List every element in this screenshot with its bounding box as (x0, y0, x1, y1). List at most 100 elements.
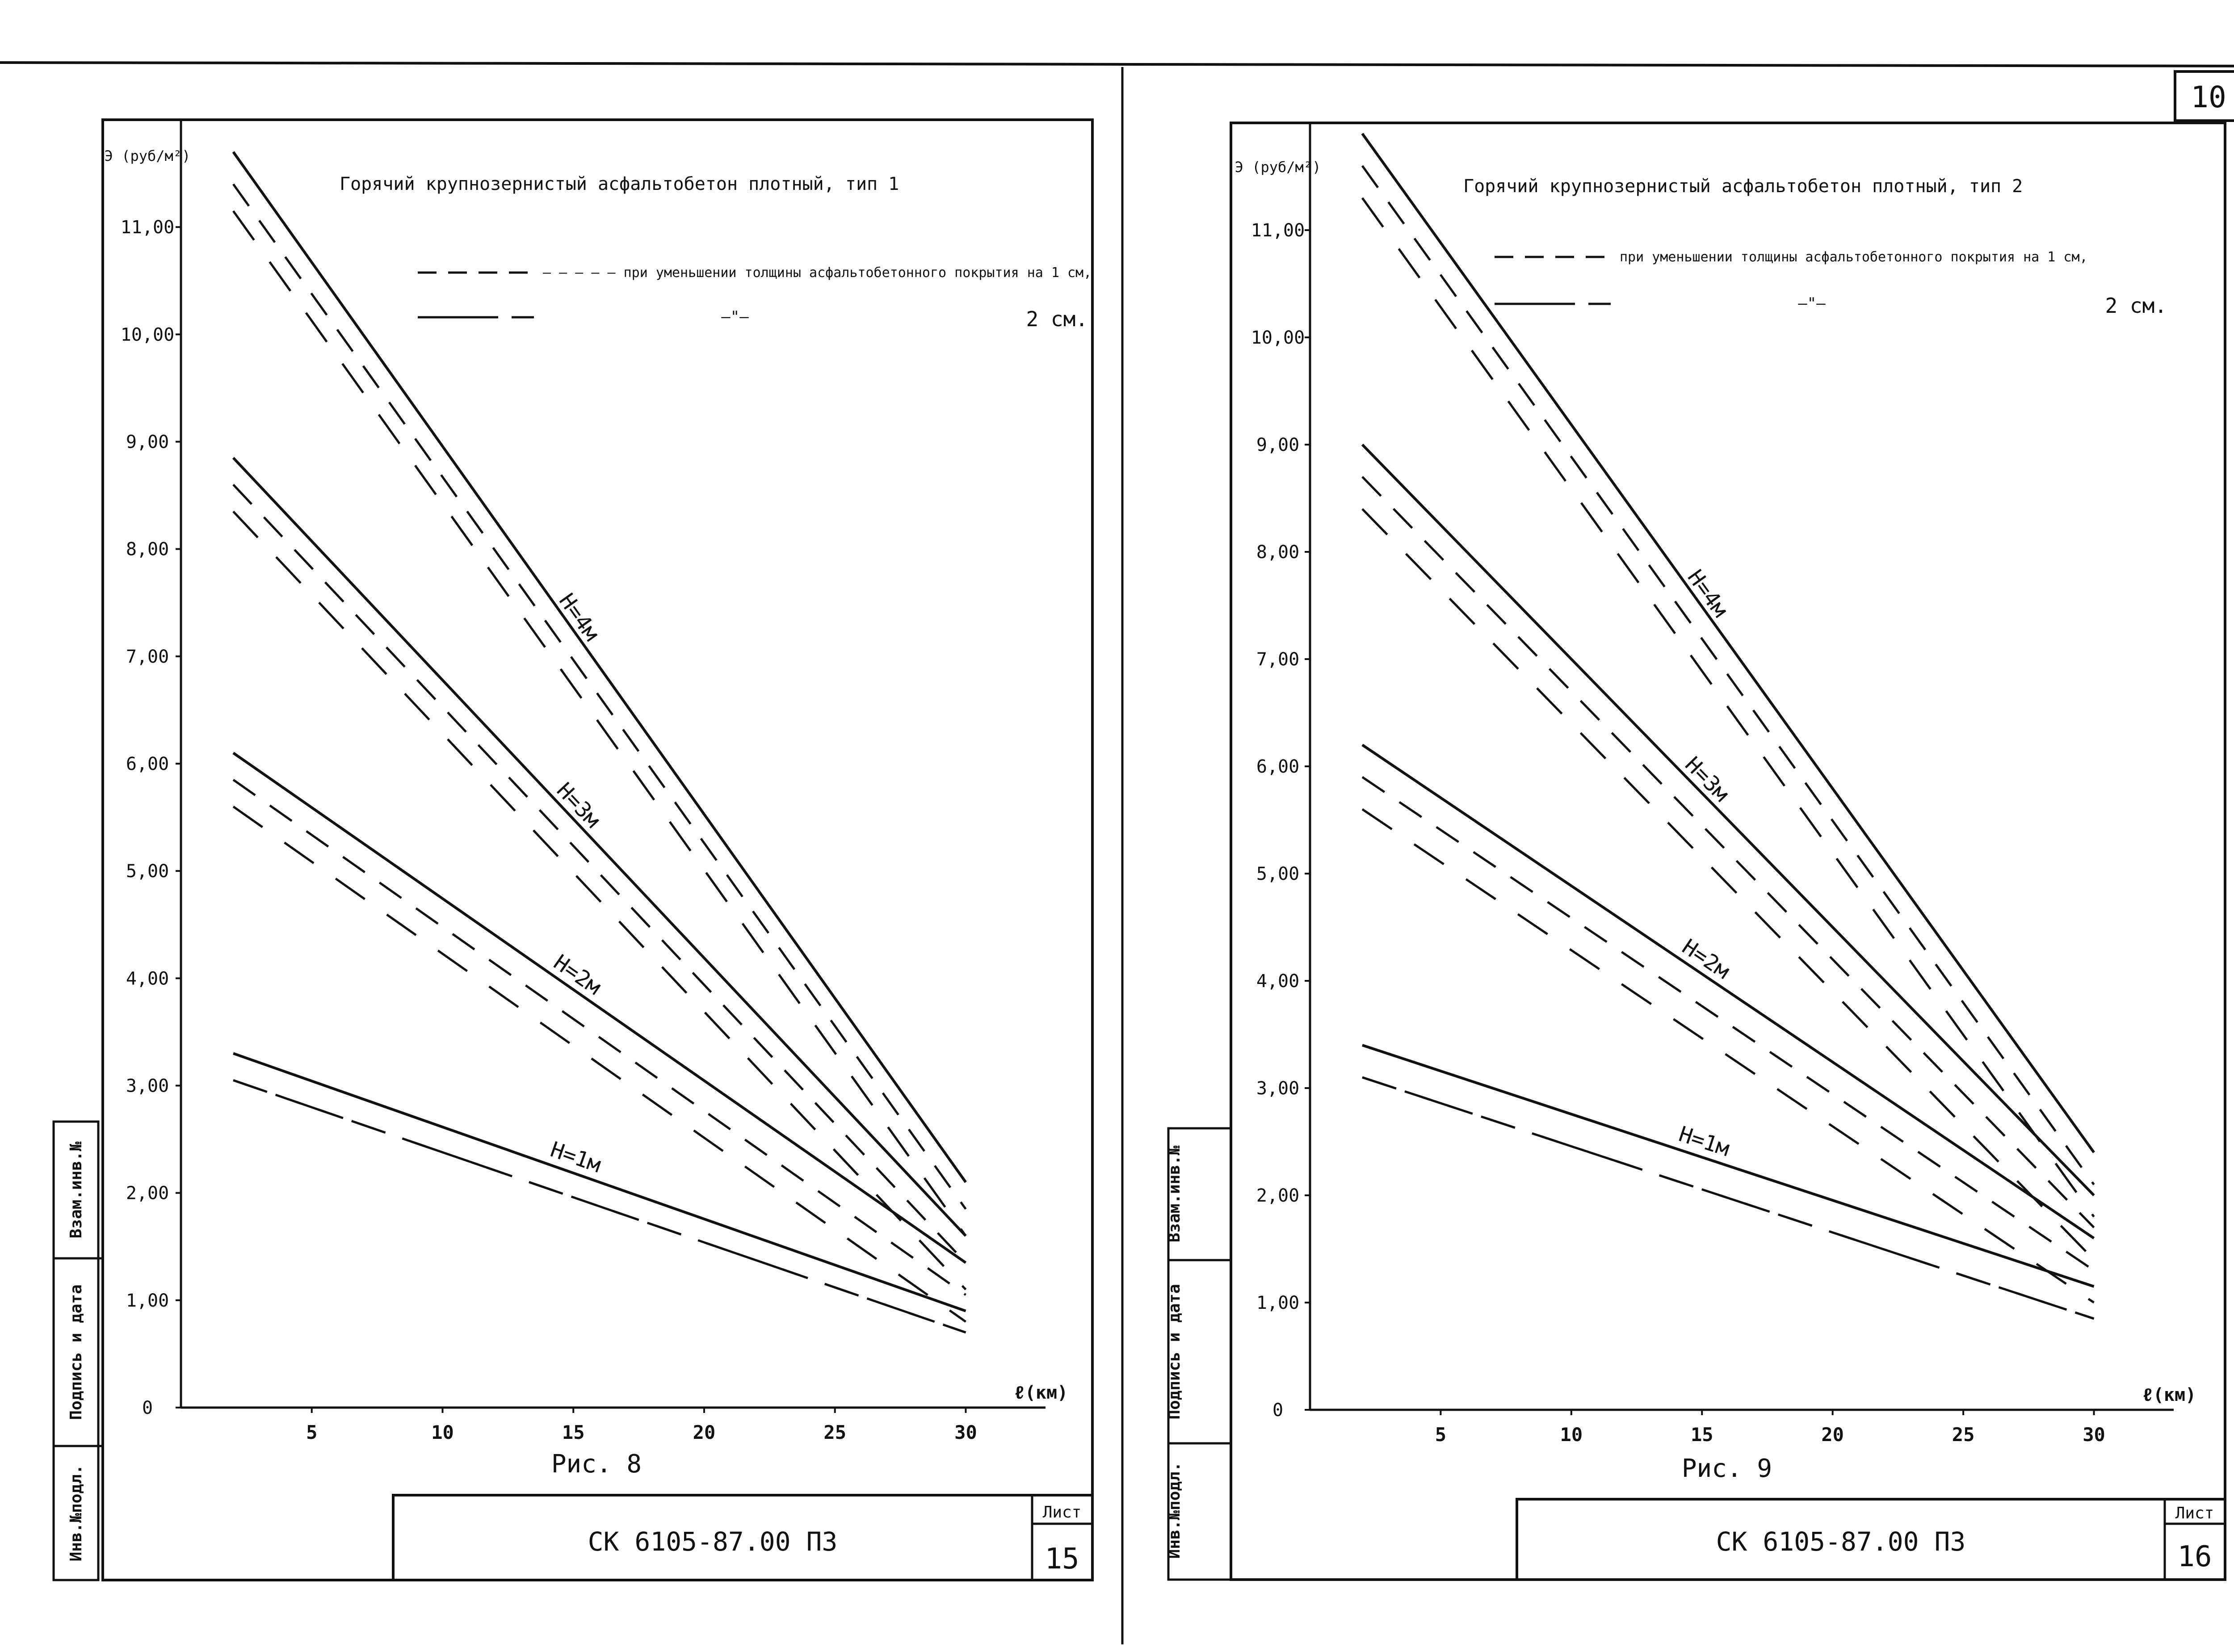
legend-ditto: —"— (721, 308, 749, 326)
series-label: H=1м (547, 1137, 605, 1177)
series-line-dashed (232, 483, 967, 1264)
stamp-podpis: Подпись и дата (1165, 1284, 1184, 1419)
series-line-dashed (1361, 197, 2095, 1218)
series-line-dashed (232, 806, 966, 1323)
sheet-label: Лист (2175, 1504, 2214, 1522)
y-tick-label: 9,00 (126, 432, 169, 453)
series-label: H=4м (554, 589, 605, 646)
legend-text-1cm: — — — — – при уменьшении толщины асфальт… (543, 265, 1092, 281)
y-tick-label: 4,00 (126, 968, 169, 989)
top-rule (0, 61, 2234, 67)
frame (1230, 122, 2226, 1581)
y-tick-label: 5,00 (1256, 864, 1299, 884)
legend-text-2cm: 2 см. (2105, 294, 2167, 318)
chart-plot: 0 1,00 2,00 3,00 4,00 5,00 6,00 7,00 8,00 9,00 10,… (1235, 123, 2196, 1446)
y-tick-label: 10,00 (121, 324, 174, 345)
y-axis-label: Э (руб/м²) (1235, 159, 1321, 176)
series-line-H=2м (232, 752, 967, 1264)
series-label: H=1м (1676, 1122, 1733, 1161)
figure-caption: Рис. 9 (1682, 1454, 1772, 1483)
chart-title: Горячий крупнозернистый асфальтобетон пл… (1463, 176, 2023, 197)
x-tick-label: 5 (306, 1421, 317, 1443)
series-line-H=1м (1362, 1044, 2095, 1288)
series-line-dashed (232, 210, 967, 1237)
doc-code: СК 6105-87.00 ПЗ (1716, 1526, 1966, 1557)
chart-title: Горячий крупнозернистый асфальтобетон пл… (340, 174, 899, 194)
x-tick-label: 15 (562, 1421, 585, 1443)
sheet-label: Лист (1043, 1503, 1082, 1522)
sheet-number: 16 (2177, 1540, 2212, 1573)
stamp-podpis: Подпись и дата (67, 1284, 85, 1420)
series-line-dashed (232, 510, 967, 1290)
series-label: H=4м (1683, 565, 1733, 622)
y-axis-label: Э (руб/м²) (105, 147, 191, 164)
y-tick-label: 7,00 (126, 647, 169, 667)
y-tick-label: 9,00 (1256, 435, 1299, 455)
x-tick-label: 30 (2083, 1424, 2105, 1446)
x-axis-label: ℓ(км) (1014, 1383, 1068, 1403)
y-tick-label: 7,00 (1256, 649, 1299, 670)
series-line-dashed (1361, 776, 2095, 1272)
series-line-dashed (1362, 1076, 2095, 1320)
figure-9: Инв.№подл. Подпись и дата Взам.инв.№ СК … (1165, 122, 2226, 1581)
x-axis-label: ℓ(км) (2142, 1385, 2196, 1405)
legend-text-2cm: 2 см. (1026, 307, 1088, 331)
y-tick-label: 8,00 (1256, 542, 1299, 563)
series-line-dashed (1361, 165, 2095, 1185)
chart-plot: 0 1,00 2,00 3,00 4,00 5,00 6,00 7,00 8,00 9,00 10,… (105, 120, 1092, 1443)
y-tick-label: 4,00 (1256, 971, 1299, 992)
series-line-dashed (1361, 808, 2095, 1304)
y-tick-label: 2,00 (1256, 1185, 1299, 1206)
x-tick-label: 20 (1821, 1424, 1844, 1446)
y-tick-label: 8,00 (126, 539, 169, 560)
figure-caption: Рис. 8 (551, 1450, 642, 1479)
x-tick-label: 5 (1435, 1424, 1446, 1446)
series-line-dashed (232, 778, 966, 1296)
y-tick-label: 3,00 (126, 1076, 169, 1097)
stamp-vzam-inv: Взам.инв.№ (1165, 1145, 1184, 1242)
series-line-dashed (232, 183, 967, 1210)
y-tick-label: 10,00 (1251, 328, 1305, 348)
legend-text-1cm: при уменьшении толщины асфальтобетонного… (1620, 249, 2088, 265)
series-line-dashed (233, 1079, 966, 1334)
page-number: 10 (2191, 80, 2226, 114)
y-tick-label: 1,00 (1256, 1293, 1299, 1313)
title-block: СК 6105-87.00 ПЗ Лист 15 (392, 1494, 1094, 1581)
x-tick-label: 30 (954, 1421, 977, 1443)
figure-8: Инв.№подл. Подпись и дата Взам.инв.№ СК … (52, 118, 1094, 1581)
y-tick-label: 0 (1272, 1400, 1283, 1421)
sheet-number: 15 (1045, 1543, 1079, 1576)
x-tick-label: 25 (1952, 1424, 1975, 1446)
series-line-H=2м (1361, 744, 2095, 1240)
series-line-H=4м (232, 151, 967, 1183)
series-line-H=4м (1361, 133, 2095, 1153)
stamp-inv-podl: Инв.№подл. (1165, 1462, 1184, 1559)
y-tick-label: 11,00 (121, 217, 174, 238)
y-tick-label: 1,00 (126, 1290, 169, 1311)
y-tick-label: 2,00 (126, 1183, 169, 1204)
x-tick-label: 25 (823, 1421, 846, 1443)
series-line-dashed (1361, 508, 2095, 1261)
side-stamp: Инв.№подл. Подпись и дата Взам.инв.№ (52, 1120, 103, 1581)
y-tick-label: 6,00 (1256, 757, 1299, 777)
y-tick-label: 11,00 (1251, 220, 1305, 241)
title-block: СК 6105-87.00 ПЗ Лист 16 (1516, 1498, 2226, 1581)
side-stamp: Инв.№подл. Подпись и дата Взам.инв.№ (1165, 1127, 1232, 1581)
x-tick-label: 10 (431, 1421, 454, 1443)
y-tick-label: 6,00 (126, 754, 169, 774)
stamp-inv-podl: Инв.№подл. (67, 1465, 85, 1562)
y-tick-label: 3,00 (1256, 1078, 1299, 1099)
y-tick-label: 5,00 (126, 861, 169, 882)
x-tick-label: 15 (1691, 1424, 1713, 1446)
page-number-box: 10 (2174, 70, 2234, 122)
series-line-H=1м (233, 1052, 966, 1312)
legend-ditto: —"— (1798, 294, 1826, 312)
series-line-H=3м (232, 457, 967, 1237)
x-tick-label: 10 (1560, 1424, 1583, 1446)
x-tick-label: 20 (693, 1421, 716, 1443)
series-line-H=3м (1361, 443, 2095, 1197)
frame (101, 118, 1094, 1581)
series-line-dashed (1361, 476, 2095, 1228)
y-tick-label: 0 (142, 1398, 153, 1418)
